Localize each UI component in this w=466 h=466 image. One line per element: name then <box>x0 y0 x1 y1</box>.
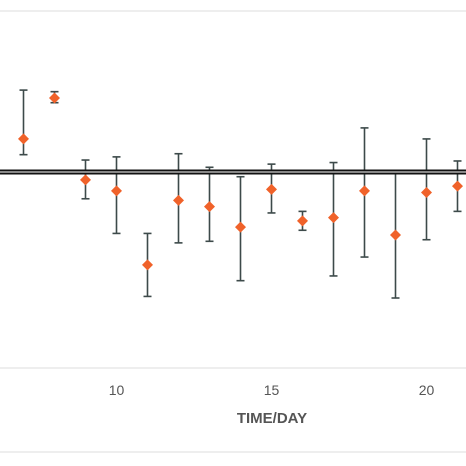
data-point <box>421 186 432 198</box>
x-tick-label: 10 <box>109 382 125 398</box>
data-point <box>359 185 370 197</box>
data-marks <box>0 89 466 299</box>
data-point <box>390 229 401 241</box>
data-point <box>297 215 308 227</box>
data-point <box>173 194 184 206</box>
x-tick-labels: 10 15 20 <box>109 382 435 398</box>
x-tick-label: 20 <box>419 382 435 398</box>
data-point <box>80 174 91 186</box>
x-tick-label: 15 <box>264 382 280 398</box>
data-point <box>328 212 339 224</box>
x-axis-title: TIME/DAY <box>237 410 307 427</box>
data-point <box>111 185 122 197</box>
data-point <box>266 183 277 195</box>
data-point <box>49 92 60 104</box>
error-bar <box>19 89 28 156</box>
data-point <box>452 180 463 192</box>
data-point <box>235 221 246 233</box>
data-point <box>18 133 29 145</box>
data-point <box>142 259 153 271</box>
data-point <box>204 201 215 213</box>
